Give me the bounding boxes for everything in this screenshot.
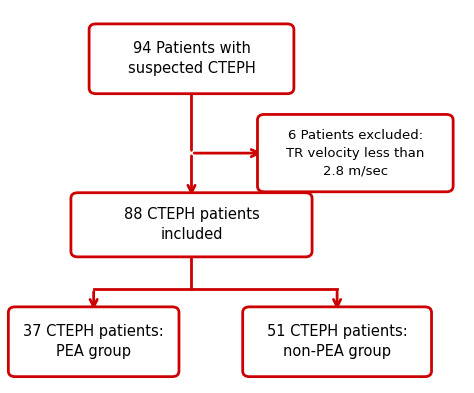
Text: 88 CTEPH patients
included: 88 CTEPH patients included (124, 207, 259, 242)
FancyBboxPatch shape (9, 307, 179, 376)
FancyBboxPatch shape (71, 193, 312, 257)
FancyBboxPatch shape (89, 24, 294, 94)
FancyBboxPatch shape (257, 114, 453, 192)
Text: 37 CTEPH patients:
PEA group: 37 CTEPH patients: PEA group (23, 324, 164, 360)
Text: 6 Patients excluded:
TR velocity less than
2.8 m/sec: 6 Patients excluded: TR velocity less th… (286, 129, 425, 177)
Text: 94 Patients with
suspected CTEPH: 94 Patients with suspected CTEPH (128, 41, 255, 77)
FancyBboxPatch shape (243, 307, 431, 376)
Text: 51 CTEPH patients:
non-PEA group: 51 CTEPH patients: non-PEA group (267, 324, 408, 360)
